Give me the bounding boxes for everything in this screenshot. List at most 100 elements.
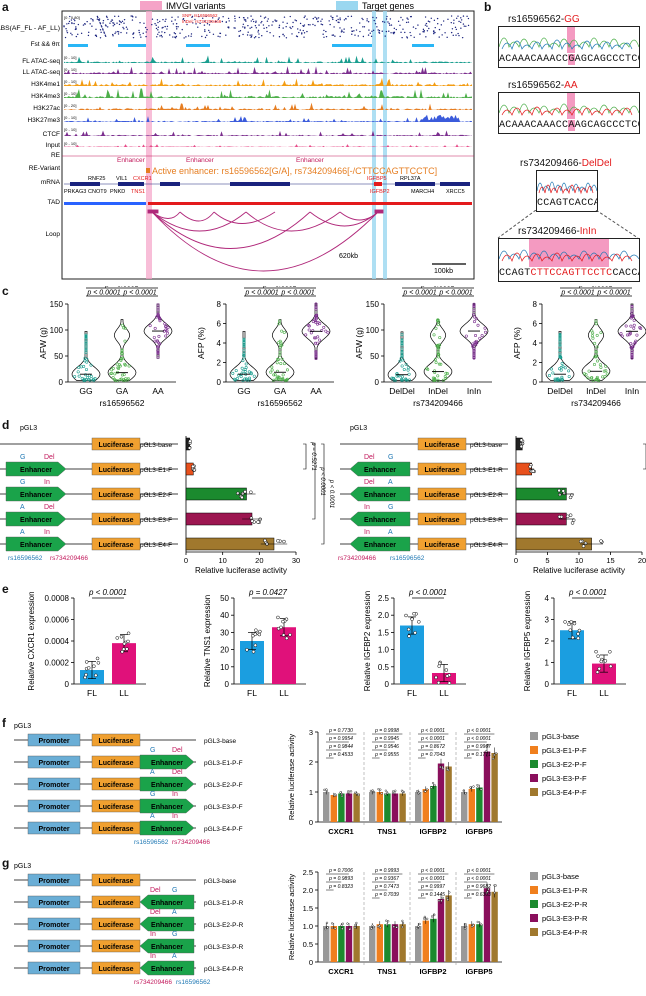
legend-label: pGL3-base	[542, 872, 579, 881]
bar-point	[191, 464, 195, 469]
bar-point	[431, 781, 435, 785]
abs-dot	[112, 35, 114, 37]
p-value-label: p < 0.0001	[420, 868, 445, 874]
y-tick-label: 1.0	[303, 922, 313, 931]
range-label-3: [0 - 10]	[64, 79, 76, 84]
p-value-label: p < 0.0001	[466, 868, 491, 874]
aa-chromatogram: ACAAACAAACCAAGCAGCCCTCC	[498, 92, 640, 134]
violin-point	[472, 347, 476, 351]
abs-dot	[283, 16, 286, 18]
violin-point	[270, 368, 274, 372]
signal-track-0	[64, 55, 472, 63]
violin-point	[474, 334, 478, 338]
track-label-3: LL ATAC-seq	[23, 69, 61, 76]
bar-point	[120, 650, 124, 654]
construct-label: pGL3-base	[204, 738, 237, 745]
group-label: IGFBP2	[419, 827, 446, 836]
abs-dot	[452, 34, 454, 37]
x-tick-label: 0	[514, 556, 518, 565]
x-tick-label: FL	[87, 688, 97, 698]
abs-dot	[276, 20, 278, 22]
abs-dot	[433, 31, 435, 33]
bar-point	[563, 620, 567, 624]
bar-point	[472, 785, 475, 788]
bar-point	[288, 633, 292, 637]
construct-label: pGL3-E2-P-R	[204, 922, 244, 929]
p-value-label: p = 0.5271	[310, 441, 316, 471]
bar	[415, 926, 422, 962]
bar-point	[557, 488, 561, 493]
abs-dot	[255, 20, 257, 22]
p-value-label: p < 0.0001	[88, 588, 127, 597]
abs-dot	[113, 23, 116, 26]
abs-dot	[384, 35, 386, 37]
y-tick-label: 100	[366, 326, 380, 335]
enhancer-arrow	[349, 536, 411, 552]
abs-dot	[171, 16, 173, 18]
bar-point	[377, 788, 380, 791]
abs-dot	[251, 26, 253, 29]
violin-point	[404, 362, 408, 366]
abs-dot	[177, 16, 179, 18]
abs-dot	[378, 32, 381, 34]
violin-point	[283, 378, 287, 382]
violin-point	[241, 378, 245, 382]
violin-point	[471, 342, 475, 346]
panel-label-b: b	[484, 0, 492, 14]
violin-point	[82, 364, 86, 368]
bar	[376, 792, 383, 822]
abs-dot	[301, 33, 303, 35]
violin-point	[560, 375, 564, 379]
abs-dot	[115, 31, 117, 33]
abs-dot	[173, 32, 176, 34]
abs-dot	[343, 19, 346, 21]
abs-dot	[314, 24, 316, 27]
y-tick-label: 2	[533, 359, 538, 368]
bar-point	[437, 899, 441, 902]
bar-point	[464, 927, 467, 930]
promoter-box-text: Promoter	[38, 826, 69, 833]
allele-2: A	[172, 909, 177, 916]
violin-point	[85, 375, 89, 379]
violin-point	[77, 366, 81, 370]
violin-point	[239, 375, 243, 379]
abs-dot	[340, 31, 343, 33]
violin-point	[443, 375, 447, 379]
violin-point	[558, 343, 562, 347]
abs-dot	[366, 18, 368, 20]
bar-point	[480, 788, 483, 791]
abs-dot	[125, 32, 128, 34]
violin-point	[120, 352, 124, 356]
abs-dot	[222, 16, 224, 18]
allele-2: Del	[44, 504, 55, 511]
abs-dot	[95, 35, 98, 38]
bar-point	[122, 642, 127, 646]
y-tick-label: 0	[309, 818, 313, 827]
abs-dot	[260, 22, 262, 24]
scale-bar-label: 100kb	[434, 268, 453, 275]
violin-point	[595, 377, 599, 381]
abs-dot	[243, 19, 246, 21]
bar	[330, 795, 337, 822]
fst-region	[118, 44, 146, 47]
allele-1: Del	[364, 454, 375, 461]
abs-dot	[362, 26, 364, 28]
construct-label: pGL3-E2-F	[140, 492, 172, 499]
range-label-5: [0 - 20]	[64, 103, 76, 108]
abs-dot	[377, 29, 379, 31]
enhancer-arrow	[139, 960, 195, 976]
bar-point	[281, 633, 286, 637]
bar-point	[571, 518, 576, 522]
p-value-label: p < 0.0001	[466, 728, 491, 734]
abs-dot	[399, 24, 401, 26]
abs-dot	[368, 29, 370, 31]
enhancer-arrow-text: Enhancer	[364, 542, 396, 549]
allele-1: In	[150, 931, 156, 938]
violin-point	[630, 309, 634, 313]
bar-point	[472, 924, 475, 927]
bar-point	[491, 757, 495, 760]
abs-dot	[166, 28, 168, 30]
p-value-label: p = 0.9844	[328, 744, 353, 750]
bar-point	[258, 629, 262, 634]
promoter-box	[27, 961, 81, 975]
